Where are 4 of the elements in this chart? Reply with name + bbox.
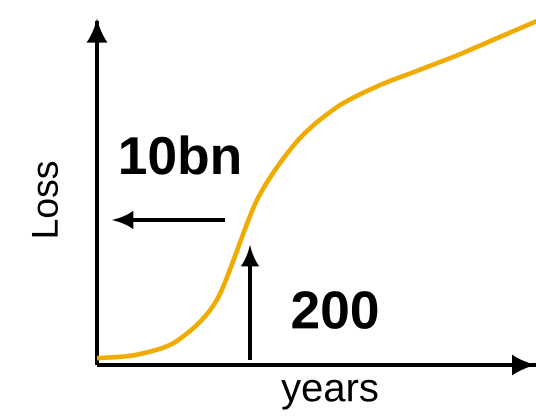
y-axis-title: Loss <box>32 162 58 236</box>
x-axis-title: years <box>281 380 378 410</box>
annotation: 200 <box>292 291 378 329</box>
annotation: 10bn <box>121 135 239 175</box>
